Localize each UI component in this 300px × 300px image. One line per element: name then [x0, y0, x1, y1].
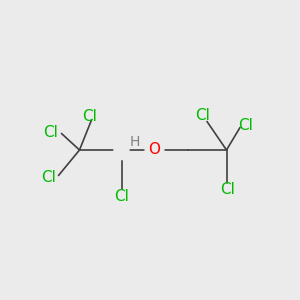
Text: Cl: Cl [114, 189, 129, 204]
Text: H: H [129, 136, 140, 149]
Text: Cl: Cl [195, 108, 210, 123]
Ellipse shape [145, 138, 164, 162]
Text: Cl: Cl [82, 109, 98, 124]
Text: Cl: Cl [238, 118, 253, 133]
Text: O: O [148, 142, 160, 158]
Ellipse shape [114, 140, 129, 160]
Text: Cl: Cl [43, 125, 58, 140]
Text: Cl: Cl [220, 182, 235, 197]
Text: Cl: Cl [41, 169, 56, 184]
